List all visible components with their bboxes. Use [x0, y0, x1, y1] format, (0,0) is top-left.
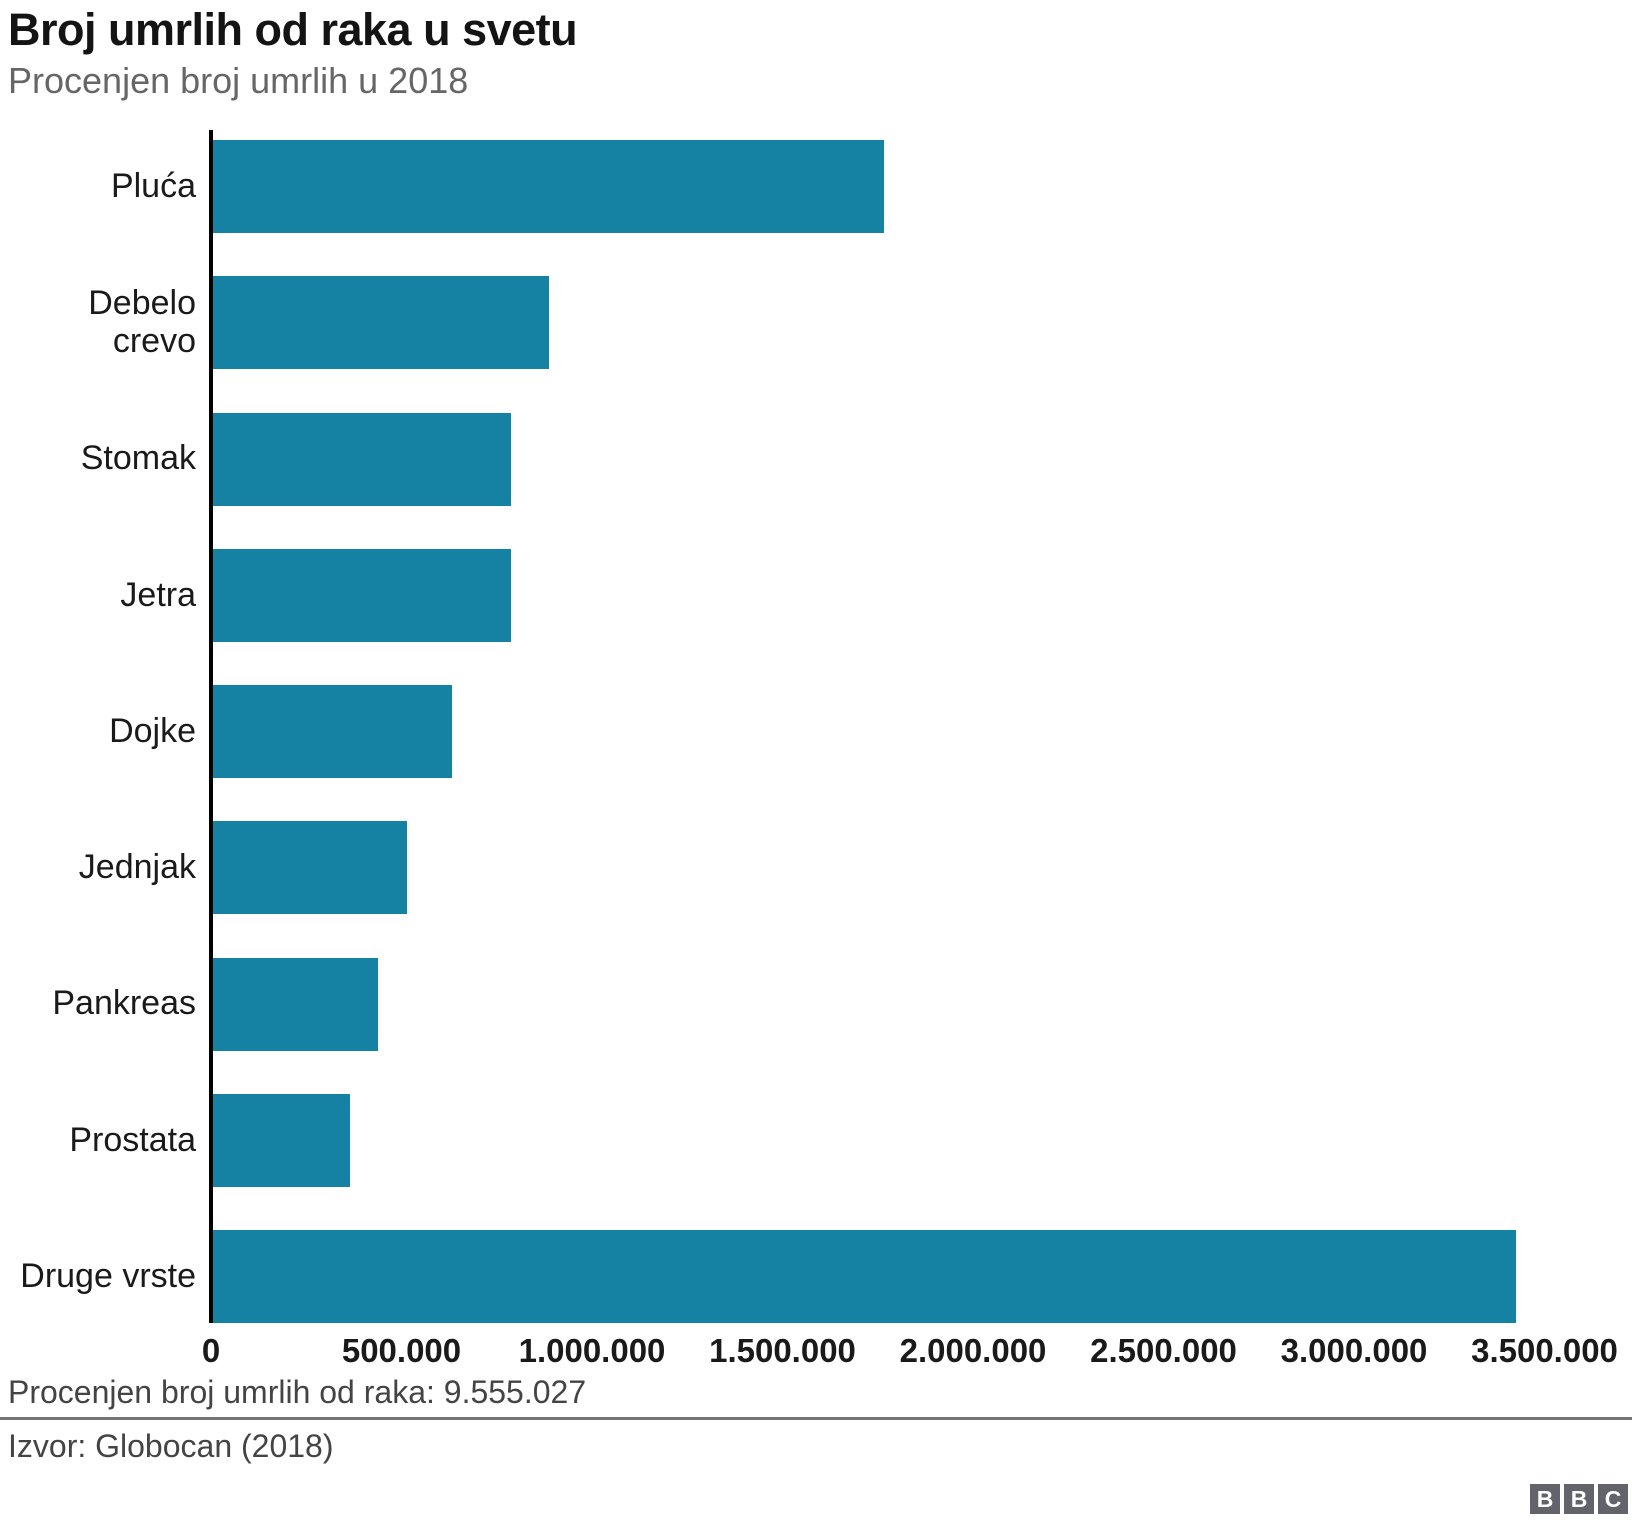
x-tick-label: 2.500.000: [1090, 1332, 1237, 1369]
bar-segment: [213, 1230, 1517, 1323]
chart-title: Broj umrlih od raka u svetu: [8, 4, 578, 55]
footer-divider: [0, 1417, 1632, 1420]
bar-row: Prostata: [0, 1093, 1632, 1187]
bar-segment: [213, 685, 452, 778]
category-label: Pankreas: [52, 984, 196, 1023]
bar-segment: [213, 957, 378, 1051]
bar-segment: [213, 276, 549, 370]
bar-row: Dojke: [0, 685, 1632, 778]
bar-segment: [213, 1093, 350, 1187]
x-tick-label: 0: [201, 1332, 221, 1369]
chart-subtitle: Procenjen broj umrlih u 2018: [8, 60, 469, 101]
category-label: Debelo crevo: [88, 284, 196, 360]
bar-row: Jednjak: [0, 821, 1632, 915]
bar-rows: Pluća Debelo crevo Stomak Jetra Dojke Jednjak…: [0, 140, 1632, 1323]
x-axis-ticks: 0 500.000 1.000.000 1.500.000 2.000.000 2.500…: [0, 1332, 1632, 1382]
bar-segment: [213, 821, 407, 915]
total-deaths-note: Procenjen broj umrlih od raka: 9.555.027: [8, 1374, 587, 1410]
category-label: Druge vrste: [20, 1256, 196, 1295]
source-credit: Izvor: Globocan (2018): [8, 1428, 334, 1464]
bar-segment: [213, 548, 511, 642]
bar-chart: Pluća Debelo crevo Stomak Jetra Dojke Jednjak…: [0, 130, 1632, 1323]
bar-segment: [213, 412, 512, 506]
category-label: Stomak: [80, 439, 196, 478]
y-axis-line: [209, 130, 213, 1323]
bar-row: Stomak: [0, 412, 1632, 506]
category-label: Dojke: [109, 711, 196, 750]
x-tick-label: 3.500.000: [1471, 1332, 1618, 1369]
bar-row: Pankreas: [0, 957, 1632, 1051]
x-tick-label: 1.500.000: [709, 1332, 856, 1369]
bbc-logo-letter: C: [1598, 1484, 1628, 1514]
x-tick-label: 3.000.000: [1280, 1332, 1428, 1369]
category-label: Prostata: [69, 1120, 196, 1159]
bar-row: Jetra: [0, 548, 1632, 642]
category-label: Jednjak: [78, 848, 196, 887]
bbc-logo: B B C: [1530, 1484, 1628, 1514]
category-label: Pluća: [110, 166, 196, 205]
x-tick-label: 500.000: [341, 1332, 462, 1369]
category-label: Jetra: [120, 575, 196, 614]
bar-segment: [213, 140, 884, 233]
bbc-logo-letter: B: [1564, 1484, 1594, 1514]
x-tick-label: 1.000.000: [518, 1332, 666, 1369]
x-tick-label: 2.000.000: [899, 1332, 1047, 1369]
bar-row: Druge vrste: [0, 1230, 1632, 1323]
bbc-logo-letter: B: [1530, 1484, 1560, 1514]
bar-row: Pluća: [0, 140, 1632, 233]
bar-row: Debelo crevo: [0, 276, 1632, 370]
